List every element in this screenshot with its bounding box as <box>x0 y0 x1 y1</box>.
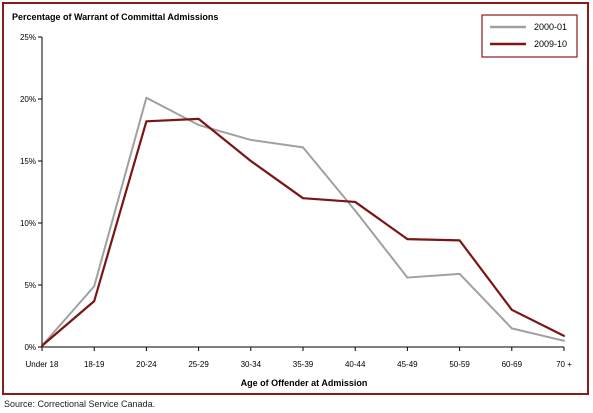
data-point-2000-01 <box>249 138 252 141</box>
legend-box <box>481 14 578 58</box>
x-tick-label: 25-29 <box>188 360 209 369</box>
y-tick-label: 20% <box>20 95 36 104</box>
legend-label: 2009-10 <box>534 39 567 49</box>
data-point-2009-10 <box>41 344 43 347</box>
series-line-2000-01 <box>41 96 565 347</box>
data-point-2000-01 <box>458 272 461 275</box>
chart-title: Percentage of Warrant of Committal Admis… <box>12 12 218 22</box>
legend: 2000-01 2009-10 <box>481 14 578 58</box>
source-note: Source: Correctional Service Canada. <box>4 399 156 409</box>
axes: 0% 5% 10% 15% 20% 25% Under 18 18-19 20-24 25-29 3… <box>20 33 572 369</box>
data-point-2009-10 <box>563 334 565 337</box>
data-point-2009-10 <box>510 308 513 311</box>
data-point-2009-10 <box>302 197 304 200</box>
data-point-2000-01 <box>406 276 409 279</box>
y-tick-label: 5% <box>24 281 36 290</box>
data-point-2009-10 <box>354 200 357 203</box>
y-tick-label: 15% <box>20 157 36 166</box>
x-tick-label: 50-59 <box>449 360 470 369</box>
data-point-2000-01 <box>302 146 304 149</box>
x-tick-label: 70 + <box>556 360 572 369</box>
y-tick-label: 25% <box>20 33 36 42</box>
x-tick-label: 20-24 <box>136 360 157 369</box>
data-point-2009-10 <box>93 300 96 303</box>
data-point-2009-10 <box>249 160 252 162</box>
x-tick-label: 45-49 <box>397 360 418 369</box>
y-tick-label: 10% <box>20 219 36 228</box>
x-tick-label: Under 18 <box>26 360 59 369</box>
data-point-2009-10 <box>458 239 461 242</box>
series-line-2009-10 <box>41 117 565 347</box>
data-point-2000-01 <box>93 285 96 288</box>
data-point-2009-10 <box>145 120 148 123</box>
x-tick-label: 35-39 <box>293 360 314 369</box>
x-axis-label: Age of Offender at Admission <box>241 378 368 388</box>
data-point-2000-01 <box>563 339 565 342</box>
series-layer <box>41 96 565 347</box>
x-tick-label: 40-44 <box>345 360 366 369</box>
x-tick-label: 30-34 <box>241 360 262 369</box>
data-point-2009-10 <box>197 117 200 120</box>
data-point-2000-01 <box>354 209 357 212</box>
data-point-2009-10 <box>406 238 409 241</box>
data-point-2000-01 <box>510 327 513 330</box>
legend-label: 2000-01 <box>534 22 567 32</box>
data-point-2000-01 <box>197 124 200 127</box>
x-tick-label: 18-19 <box>84 360 105 369</box>
chart-frame <box>2 2 589 395</box>
y-tick-label: 0% <box>24 343 36 352</box>
x-tick-label: 60-69 <box>502 360 523 369</box>
data-point-2000-01 <box>145 96 148 99</box>
